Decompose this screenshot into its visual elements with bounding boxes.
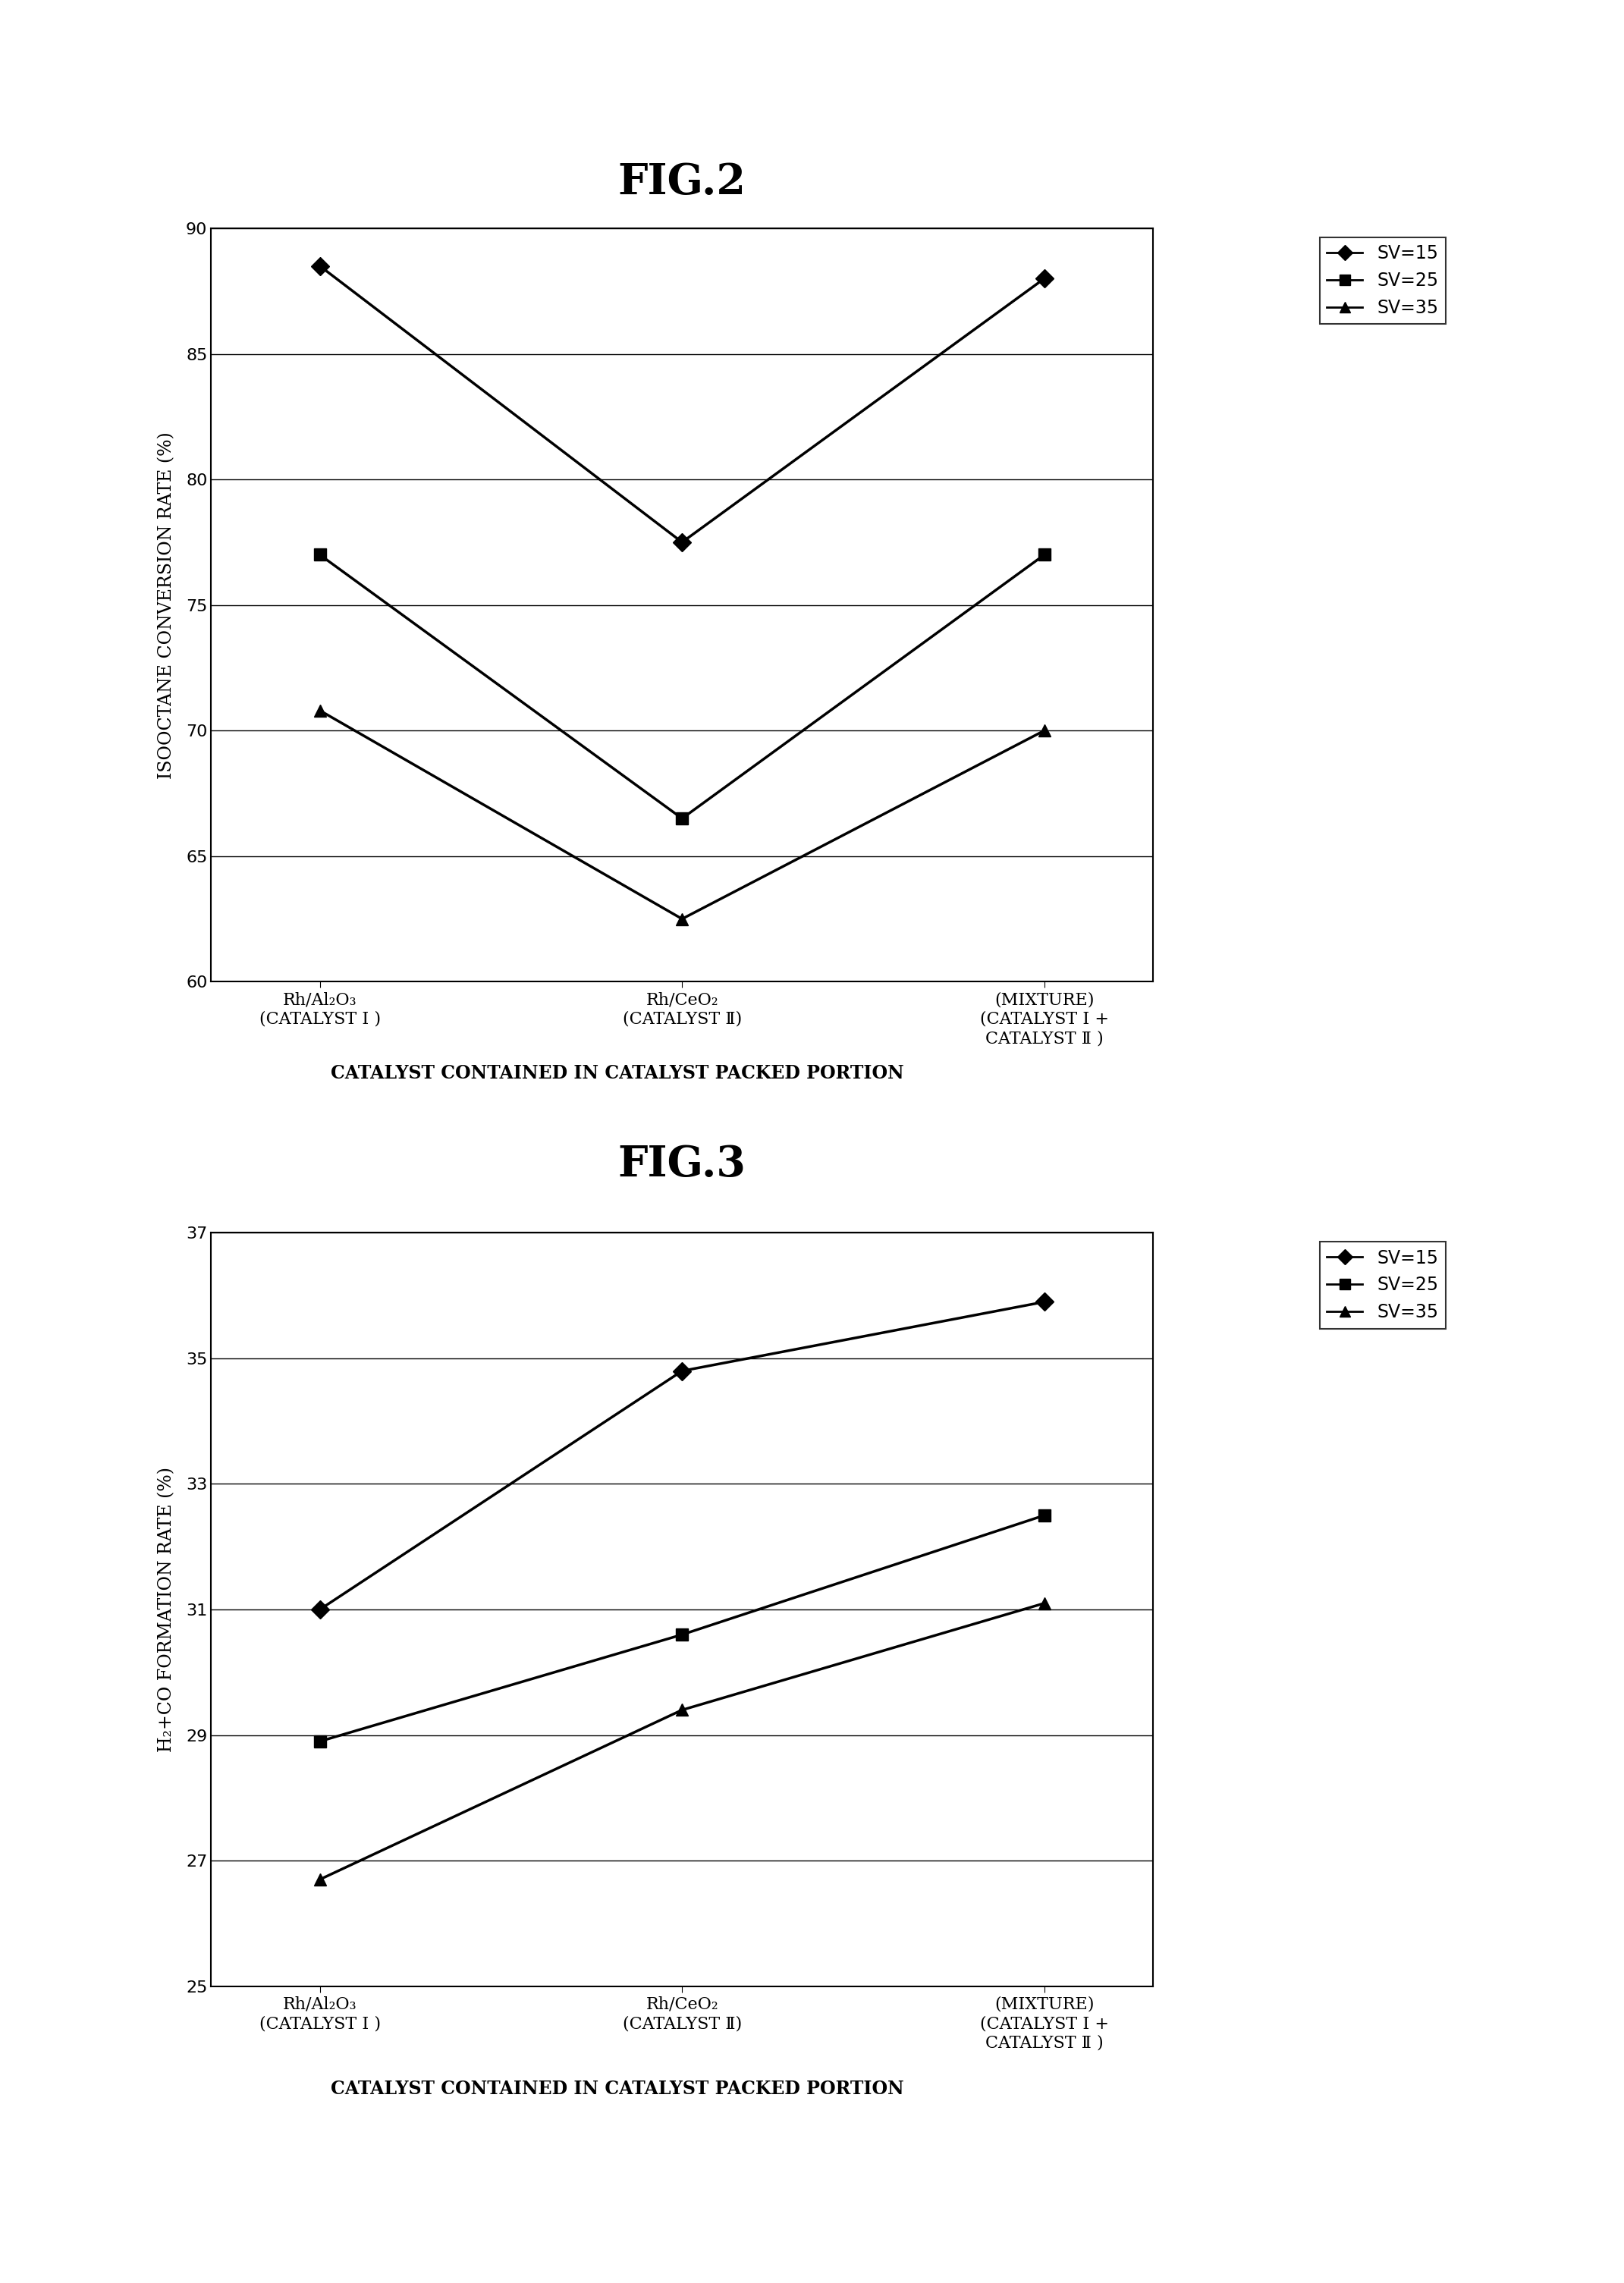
Text: CATALYST CONTAINED IN CATALYST PACKED PORTION: CATALYST CONTAINED IN CATALYST PACKED PO…: [331, 1064, 903, 1082]
Text: FIG.3: FIG.3: [619, 1144, 745, 1185]
Legend: SV=15, SV=25, SV=35: SV=15, SV=25, SV=35: [1319, 1242, 1445, 1329]
Y-axis label: H₂+CO FORMATION RATE (%): H₂+CO FORMATION RATE (%): [158, 1468, 175, 1751]
Legend: SV=15, SV=25, SV=35: SV=15, SV=25, SV=35: [1319, 237, 1445, 324]
Y-axis label: ISOOCTANE CONVERSION RATE (%): ISOOCTANE CONVERSION RATE (%): [158, 431, 175, 779]
Text: CATALYST CONTAINED IN CATALYST PACKED PORTION: CATALYST CONTAINED IN CATALYST PACKED PO…: [331, 2080, 903, 2098]
Text: FIG.2: FIG.2: [619, 162, 745, 203]
